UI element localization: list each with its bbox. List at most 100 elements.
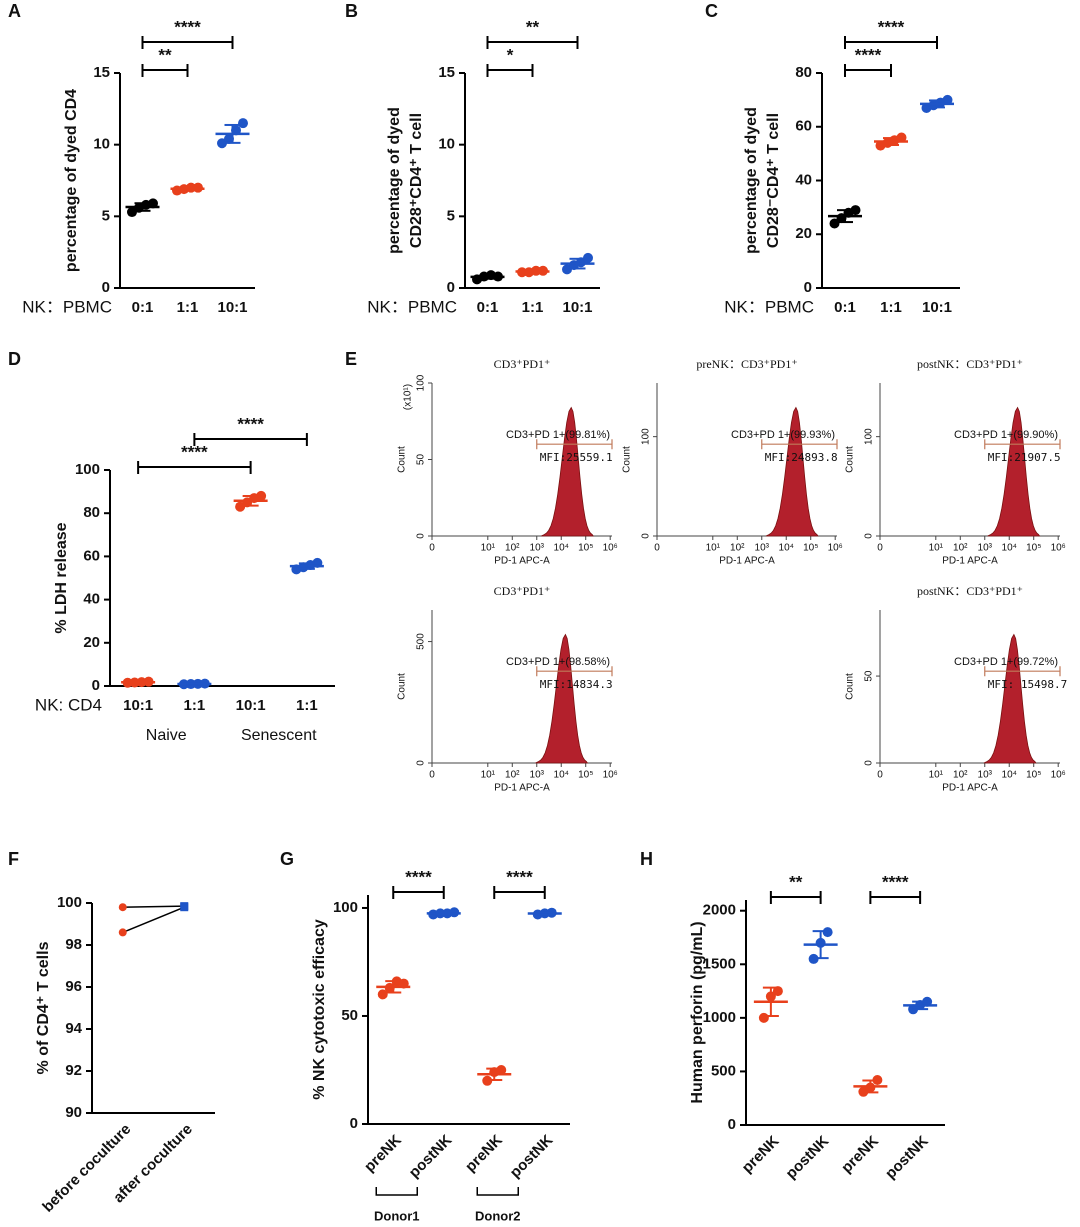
panel-label: D xyxy=(8,349,21,369)
x-tick-label: 10² xyxy=(953,770,968,781)
x-tick-label: 10⁵ xyxy=(1026,543,1041,554)
x-tick-label: preNK xyxy=(361,1132,405,1176)
mfi-label: MFI:24893.8 xyxy=(765,451,838,464)
x-prefix: NK: CD4 xyxy=(35,695,102,714)
x-tick-label: 1:1 xyxy=(177,299,199,316)
x-tick-label: 10¹ xyxy=(481,543,496,554)
y-axis-label: percentage of dyed xyxy=(743,107,760,254)
panel-label: C xyxy=(705,1,718,21)
data-point xyxy=(850,205,861,216)
significance-label: **** xyxy=(855,45,882,64)
y-tick-label: 40 xyxy=(795,171,812,188)
x-tick-label: 10³ xyxy=(530,543,545,554)
significance-bracket xyxy=(486,36,579,49)
x-tick-label: 10⁵ xyxy=(578,770,593,781)
x-tick-label: 1:1 xyxy=(296,697,318,714)
significance-bracket xyxy=(769,891,822,904)
x-prefix: NK：PBMC xyxy=(367,297,457,316)
significance-bracket xyxy=(141,36,234,49)
significance-bracket xyxy=(493,886,546,899)
x-tick-label: 10⁶ xyxy=(1051,543,1066,554)
y-tick-label: 500 xyxy=(416,633,427,650)
y-tick-label: 15 xyxy=(438,64,455,81)
data-point xyxy=(942,94,953,105)
y-tick-label: 50 xyxy=(341,1007,358,1024)
y-tick-label: 0 xyxy=(416,533,427,539)
plot-title: CD3⁺PD1⁺ xyxy=(494,357,551,371)
x-tick-label: 10⁶ xyxy=(603,543,618,554)
significance-label: **** xyxy=(174,17,201,36)
plot-title: preNK：CD3⁺PD1⁺ xyxy=(696,357,797,371)
panel-label: A xyxy=(8,1,21,21)
mfi-label: MFI:21907.5 xyxy=(988,451,1061,464)
x-prefix: NK：PBMC xyxy=(724,297,814,316)
x-tick-label: 0 xyxy=(877,770,883,781)
significance-label: **** xyxy=(878,17,905,36)
mfi-label: MFI:14834.3 xyxy=(540,678,613,691)
x-tick-label: 10:1 xyxy=(562,299,592,316)
gate-label: CD3+PD 1+(99.81%) xyxy=(506,429,610,441)
x-tick-label: 10:1 xyxy=(236,697,266,714)
pair-line xyxy=(122,906,185,934)
significance-label: * xyxy=(507,45,514,64)
panel-label: B xyxy=(345,1,358,21)
y-unit: (x10¹) xyxy=(403,384,414,410)
y-axis-label: % NK cytotoxic efficacy xyxy=(311,919,328,1100)
data-point xyxy=(896,132,907,143)
x-tick-label: postNK xyxy=(783,1132,833,1182)
x-axis-label: PD-1 APC-A xyxy=(719,556,775,567)
panel-label: E xyxy=(345,349,357,369)
x-tick-label: postNK xyxy=(882,1132,932,1182)
plot-title: CD3⁺PD1⁺ xyxy=(494,584,551,598)
y-tick-label: 10 xyxy=(438,136,455,153)
x-tick-label: postNK xyxy=(507,1131,557,1181)
x-tick-label: 1:1 xyxy=(880,299,902,316)
significance-label: ** xyxy=(526,17,540,36)
y-tick-label: 100 xyxy=(333,899,358,916)
y-tick-label: 0 xyxy=(641,533,652,539)
x-tick-label: preNK xyxy=(838,1133,882,1177)
histogram-peak xyxy=(987,406,1041,537)
data-point xyxy=(758,1012,769,1023)
significance-bracket xyxy=(141,64,189,77)
data-point xyxy=(238,118,248,129)
y-tick-label: 500 xyxy=(711,1062,736,1079)
x-tick-label: 0 xyxy=(654,543,660,554)
x-tick-label: 10:1 xyxy=(123,697,153,714)
significance-label: **** xyxy=(882,872,909,891)
significance-label: ** xyxy=(789,872,803,891)
data-point xyxy=(583,252,593,263)
x-tick-label: 10:1 xyxy=(217,299,247,316)
y-axis-label: Count xyxy=(397,446,408,473)
x-axis-label: PD-1 APC-A xyxy=(942,783,998,794)
y-tick-label: 90 xyxy=(65,1104,82,1121)
x-tick-label: 10⁴ xyxy=(1002,543,1017,554)
group-label: Naive xyxy=(146,727,187,744)
y-tick-label: 0 xyxy=(864,760,875,766)
data-point xyxy=(829,218,840,229)
plot-title: postNK：CD3⁺PD1⁺ xyxy=(917,584,1023,598)
x-tick-label: 0 xyxy=(429,543,435,554)
x-tick-label: 1:1 xyxy=(184,697,206,714)
x-tick-label: 10:1 xyxy=(922,299,952,316)
x-tick-label: 10⁶ xyxy=(603,770,618,781)
y-tick-label: 0 xyxy=(864,533,875,539)
y-tick-label: 96 xyxy=(65,978,82,995)
gate xyxy=(536,439,613,450)
y-axis-label: Count xyxy=(845,446,856,473)
gate xyxy=(984,439,1061,450)
x-tick-label: 10³ xyxy=(755,543,770,554)
x-tick-label: 10² xyxy=(505,770,520,781)
y-tick-label: 0 xyxy=(804,279,812,296)
gate-label: CD3+PD 1+(99.90%) xyxy=(954,429,1058,441)
x-tick-label: 10¹ xyxy=(481,770,496,781)
significance-label: **** xyxy=(405,867,432,886)
histogram-peak xyxy=(541,406,594,537)
gate-label: CD3+PD 1+(99.72%) xyxy=(954,656,1058,668)
y-tick-label: 100 xyxy=(864,428,875,445)
y-tick-label: 0 xyxy=(92,677,100,694)
x-prefix: NK：PBMC xyxy=(22,297,112,316)
x-tick-label: 10¹ xyxy=(929,543,944,554)
significance-bracket xyxy=(844,64,892,77)
